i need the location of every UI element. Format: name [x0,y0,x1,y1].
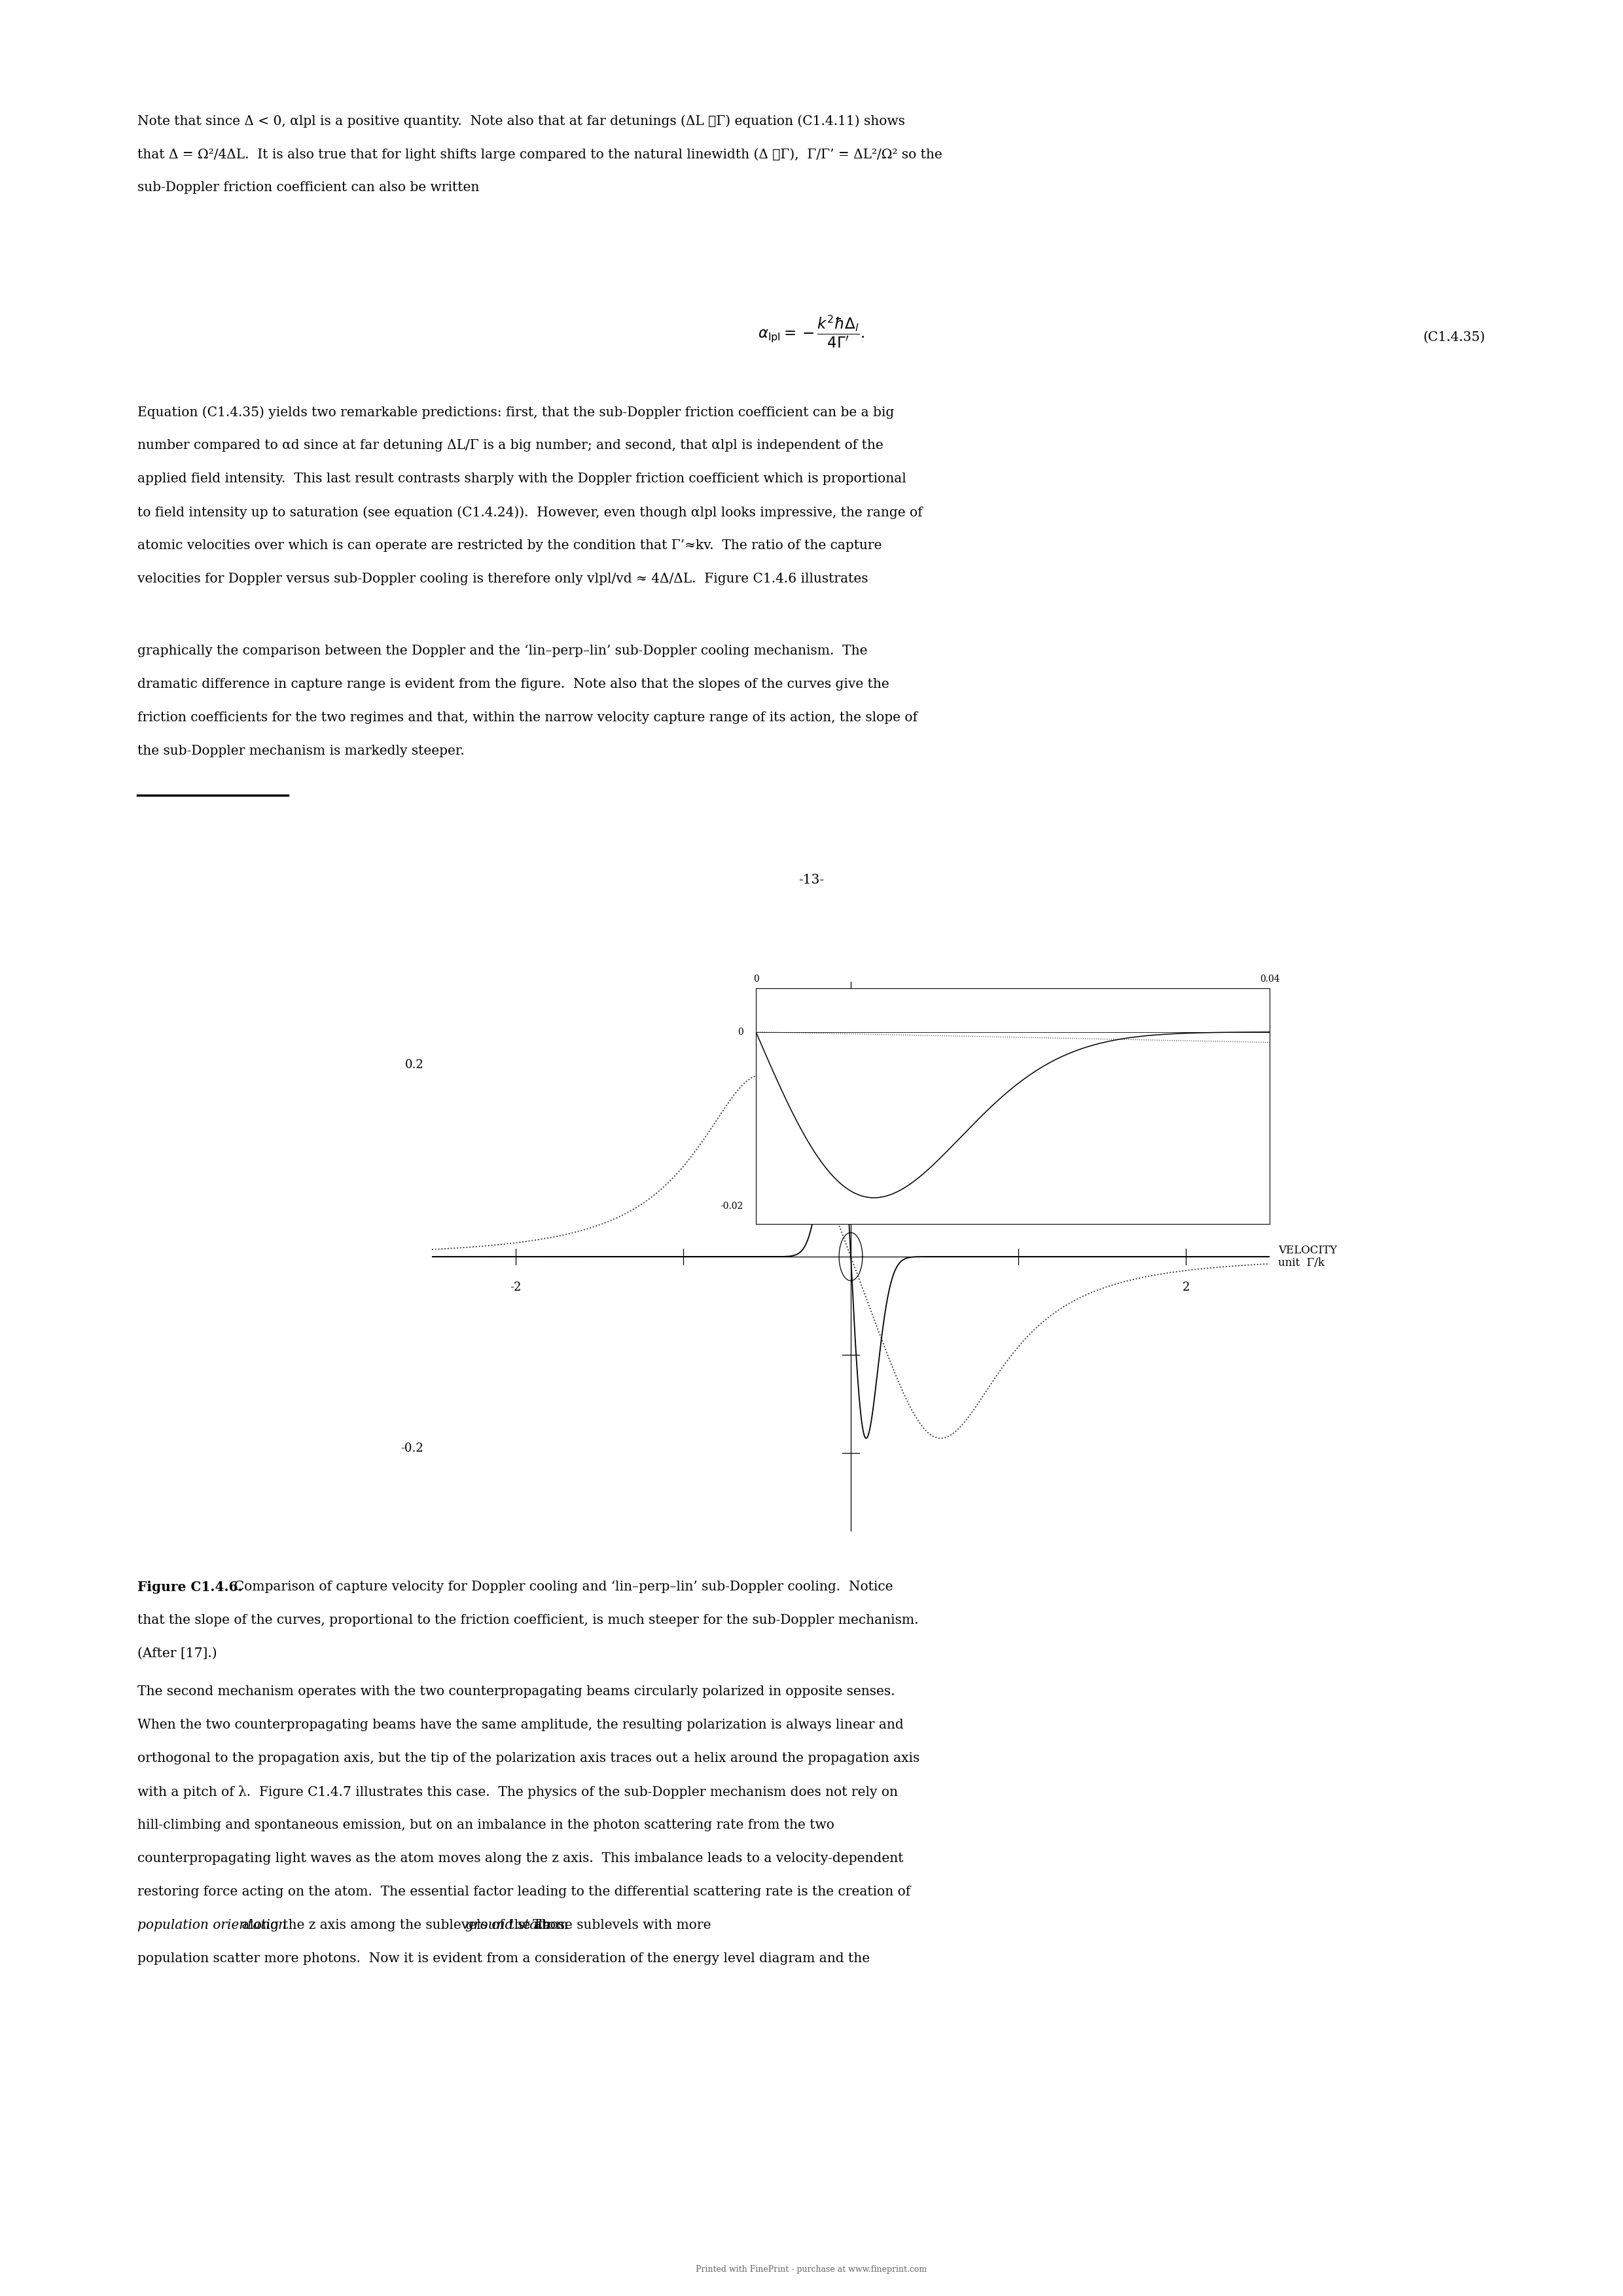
Text: When the two counterpropagating beams have the same amplitude, the resulting pol: When the two counterpropagating beams ha… [138,1720,904,1731]
Text: counterpropagating light waves as the atom moves along the z axis.  This imbalan: counterpropagating light waves as the at… [138,1853,904,1864]
Text: along the z axis among the sublevels of the atom: along the z axis among the sublevels of … [237,1919,573,1931]
Text: 0.04: 0.04 [1259,976,1279,985]
Text: The second mechanism operates with the two counterpropagating beams circularly p: The second mechanism operates with the t… [138,1685,894,1697]
Text: ground state: ground state [466,1919,550,1931]
Text: dramatic difference in capture range is evident from the figure.  Note also that: dramatic difference in capture range is … [138,677,889,691]
Text: applied field intensity.  This last result contrasts sharply with the Doppler fr: applied field intensity. This last resul… [138,473,906,484]
Text: VELOCITY
unit  Γ/k: VELOCITY unit Γ/k [1277,1244,1337,1270]
Text: hill-climbing and spontaneous emission, but on an imbalance in the photon scatte: hill-climbing and spontaneous emission, … [138,1818,834,1832]
Text: orthogonal to the propagation axis, but the tip of the polarization axis traces : orthogonal to the propagation axis, but … [138,1752,920,1766]
Text: atomic velocities over which is can operate are restricted by the condition that: atomic velocities over which is can oper… [138,540,881,551]
Text: $\alpha_{\rm lpl} = -\dfrac{k^2\hbar\Delta_l}{4\Gamma'}$.: $\alpha_{\rm lpl} = -\dfrac{k^2\hbar\Del… [758,315,865,349]
Text: 0: 0 [737,1026,743,1035]
Text: with a pitch of λ.  Figure C1.4.7 illustrates this case.  The physics of the sub: with a pitch of λ. Figure C1.4.7 illustr… [138,1786,898,1798]
Text: Comparison of capture velocity for Doppler cooling and ‘lin–perp–lin’ sub-Dopple: Comparison of capture velocity for Doppl… [226,1580,893,1593]
Text: population scatter more photons.  Now it is evident from a consideration of the : population scatter more photons. Now it … [138,1952,870,1965]
Text: restoring force acting on the atom.  The essential factor leading to the differe: restoring force acting on the atom. The … [138,1885,911,1899]
Text: to field intensity up to saturation (see equation (C1.4.24)).  However, even tho: to field intensity up to saturation (see… [138,505,922,519]
Text: friction coefficients for the two regimes and that, within the narrow velocity c: friction coefficients for the two regime… [138,712,917,723]
Text: graphically the comparison between the Doppler and the ‘lin–perp–lin’ sub-Dopple: graphically the comparison between the D… [138,645,867,657]
Text: that the slope of the curves, proportional to the friction coefficient, is much : that the slope of the curves, proportion… [138,1614,919,1626]
Text: (C1.4.35): (C1.4.35) [1423,331,1485,344]
Text: T FORCE  (Unit ℏkΓ/2): T FORCE (Unit ℏkΓ/2) [859,1029,997,1040]
Text: population orientation: population orientation [138,1919,287,1931]
Text: Equation (C1.4.35) yields two remarkable predictions: first, that the sub-Dopple: Equation (C1.4.35) yields two remarkable… [138,406,894,418]
Text: 0.2: 0.2 [404,1058,424,1072]
Text: 0: 0 [753,976,758,985]
Text: that Δ = Ω²/4ΔL.  It is also true that for light shifts large compared to the na: that Δ = Ω²/4ΔL. It is also true that fo… [138,147,943,161]
Text: the sub-Doppler mechanism is markedly steeper.: the sub-Doppler mechanism is markedly st… [138,744,464,758]
Text: .  Those sublevels with more: . Those sublevels with more [519,1919,711,1931]
Text: sub-Doppler friction coefficient can also be written: sub-Doppler friction coefficient can als… [138,181,479,193]
Text: -0.2: -0.2 [401,1442,424,1453]
Text: velocities for Doppler versus sub-Doppler cooling is therefore only vlpl/vd ≈ 4Δ: velocities for Doppler versus sub-Dopple… [138,572,868,585]
Text: number compared to αd since at far detuning ΔL/Γ is a big number; and second, th: number compared to αd since at far detun… [138,439,883,452]
Text: Figure C1.4.6.: Figure C1.4.6. [138,1580,242,1593]
Text: -0.02: -0.02 [721,1201,743,1210]
Text: -2: -2 [510,1281,521,1293]
Text: Note that since Δ < 0, αlpl is a positive quantity.  Note also that at far detun: Note that since Δ < 0, αlpl is a positiv… [138,115,906,126]
Text: (After [17].): (After [17].) [138,1649,217,1660]
Text: -13-: -13- [799,875,824,886]
Text: Printed with FinePrint - purchase at www.fineprint.com: Printed with FinePrint - purchase at www… [696,2266,927,2273]
Text: 2: 2 [1182,1281,1190,1293]
